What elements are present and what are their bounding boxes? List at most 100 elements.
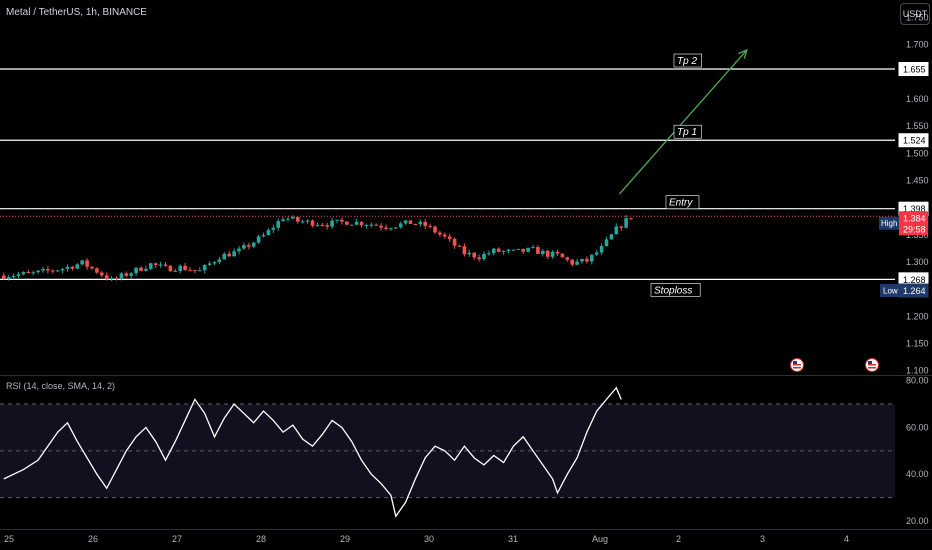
candle	[300, 221, 305, 223]
candle	[217, 259, 222, 262]
symbol-title[interactable]: Metal / TetherUS, 1h, BINANCE	[6, 7, 147, 18]
level-label-tp-2: Tp 2	[673, 53, 702, 68]
time-axis-tick-label: 30	[424, 534, 434, 544]
time-axis-tick-label: 27	[172, 534, 182, 544]
candle	[541, 250, 545, 254]
current-price-countdown: 29:58	[903, 224, 926, 234]
projection-arrow	[618, 49, 748, 195]
candle	[315, 224, 320, 226]
candle	[413, 224, 418, 226]
candle	[340, 219, 344, 222]
level-label-tp-1: Tp 1	[673, 124, 702, 139]
level-label-text: Entry	[669, 198, 693, 209]
candle	[614, 226, 619, 235]
candle	[207, 263, 212, 265]
candle	[119, 273, 124, 279]
time-axis-tick-label: Aug	[592, 534, 608, 544]
candle	[545, 250, 550, 257]
price-axis-tick-label: 1.500	[906, 148, 929, 158]
candle	[134, 267, 138, 274]
candle	[114, 278, 119, 280]
price-axis-tick-label: 1.150	[906, 338, 929, 348]
low-tag-label: Low	[883, 287, 898, 296]
candle	[487, 253, 491, 255]
candle	[565, 257, 570, 260]
candle	[482, 253, 486, 260]
candle	[624, 218, 628, 228]
candle	[462, 246, 467, 255]
level-price-badge: 1.655	[903, 65, 926, 75]
time-axis-tick-label: 4	[844, 534, 849, 544]
candle	[183, 265, 187, 271]
candle	[124, 273, 129, 276]
price-axis-tick-label: 1.700	[906, 40, 929, 50]
candle	[158, 264, 163, 266]
candle	[193, 270, 197, 272]
level-price-badge: 1.524	[903, 136, 926, 146]
currency-button[interactable]: USDT	[900, 3, 930, 25]
candle	[247, 245, 251, 247]
candle	[629, 218, 633, 220]
candle	[281, 219, 285, 222]
candle	[36, 270, 40, 273]
level-label-box	[673, 124, 702, 139]
flag-stripe	[868, 367, 876, 369]
rsi-axis-tick-label: 40.00	[906, 469, 929, 479]
candle	[477, 257, 481, 260]
candle	[398, 223, 403, 228]
candle	[536, 247, 540, 254]
candle	[129, 273, 133, 276]
candle	[227, 253, 231, 257]
rsi-indicator-label[interactable]: RSI (14, close, SMA, 14, 2)	[6, 381, 116, 391]
candle	[384, 227, 388, 229]
candle	[256, 236, 261, 243]
candle	[560, 253, 565, 258]
level-label-box	[673, 53, 702, 68]
candle	[359, 221, 364, 226]
candle	[330, 220, 334, 227]
candle	[51, 270, 55, 272]
candle	[85, 260, 89, 267]
candle	[261, 235, 266, 237]
candle	[345, 221, 349, 225]
candle	[163, 264, 168, 266]
candle	[555, 251, 560, 254]
price-axis-tick-label: 1.450	[906, 175, 929, 185]
candle	[428, 225, 432, 227]
candle	[619, 226, 623, 228]
candle	[202, 264, 207, 271]
candle	[443, 234, 447, 237]
candle	[149, 263, 153, 269]
level-label-stoploss: Stoploss	[650, 283, 701, 297]
time-axis-tick-label: 29	[340, 534, 350, 544]
candle	[104, 275, 109, 280]
time-axis-tick-label: 31	[508, 534, 518, 544]
candle	[46, 268, 50, 271]
rsi-axis-tick-label: 60.00	[906, 422, 929, 432]
candle	[271, 227, 276, 230]
candle	[594, 252, 599, 255]
flag-stripe	[793, 364, 801, 366]
candle	[242, 245, 246, 249]
high-tag-bg	[879, 216, 899, 230]
candle	[408, 220, 413, 225]
price-axis-tick-label: 1.300	[906, 257, 929, 267]
candle	[6, 277, 11, 279]
candle	[526, 247, 530, 252]
candle	[55, 270, 60, 272]
candle	[575, 261, 579, 265]
candle	[31, 272, 35, 274]
candle	[153, 263, 158, 265]
candle	[109, 278, 114, 280]
flag-stripe	[793, 367, 801, 369]
level-price-badge-bg	[898, 133, 929, 148]
price-axis-tick-label: 1.100	[906, 366, 929, 376]
current-price-badge-bg	[899, 211, 928, 236]
candle	[198, 270, 202, 272]
candle	[11, 275, 16, 278]
level-price-badge: 1.268	[903, 275, 926, 285]
candle	[511, 249, 516, 251]
candle	[570, 259, 574, 265]
candle	[585, 258, 589, 262]
